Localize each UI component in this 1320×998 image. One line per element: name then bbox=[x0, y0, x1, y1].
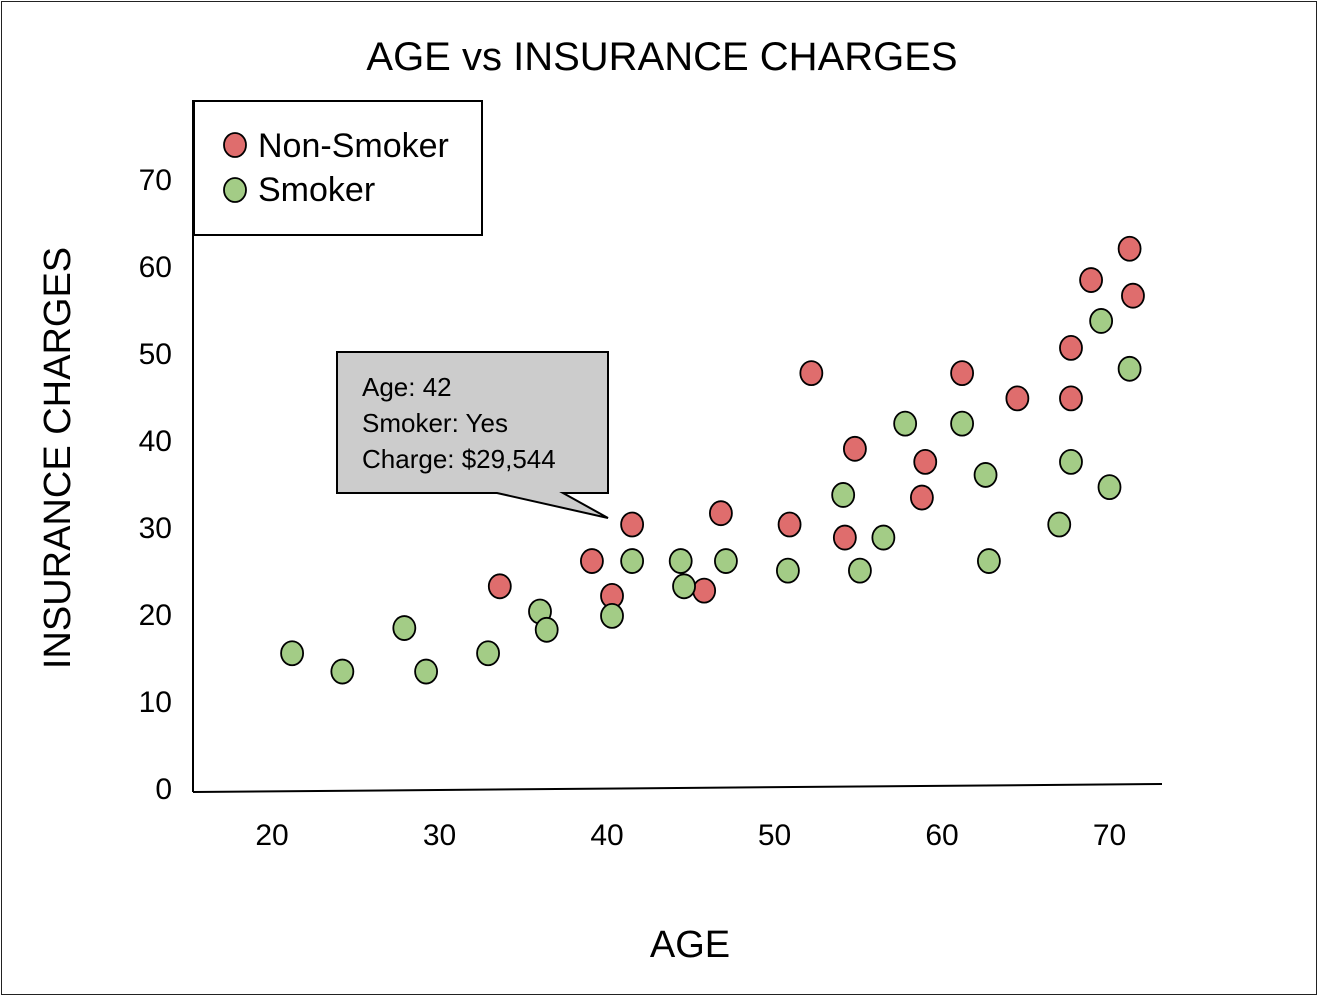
data-point-non-smoker[interactable] bbox=[1059, 385, 1083, 412]
data-point-smoker[interactable] bbox=[977, 548, 1001, 574]
data-point-smoker[interactable] bbox=[1089, 308, 1114, 334]
y-tick-label: 70 bbox=[139, 164, 172, 197]
data-point-smoker[interactable] bbox=[1059, 448, 1083, 475]
data-point-smoker[interactable] bbox=[776, 557, 800, 584]
data-point-non-smoker[interactable] bbox=[1005, 385, 1030, 412]
x-axis-label: AGE bbox=[650, 924, 730, 966]
y-tick-label: 40 bbox=[139, 425, 172, 458]
data-point-non-smoker[interactable] bbox=[1079, 267, 1103, 293]
y-tick-label: 50 bbox=[139, 338, 172, 371]
x-tick-label: 40 bbox=[590, 819, 623, 852]
data-point-smoker[interactable] bbox=[848, 557, 872, 584]
legend-box bbox=[193, 100, 483, 236]
data-point-non-smoker[interactable] bbox=[910, 484, 934, 511]
data-point-smoker[interactable] bbox=[600, 602, 624, 629]
y-tick-label: 0 bbox=[155, 773, 172, 806]
data-point-smoker[interactable] bbox=[871, 524, 896, 551]
data-point-non-smoker[interactable] bbox=[843, 435, 867, 462]
data-point-smoker[interactable] bbox=[973, 462, 998, 488]
data-point-smoker[interactable] bbox=[476, 640, 500, 667]
tooltip-charge: Charge: $29,544 bbox=[362, 444, 556, 474]
data-point-non-smoker[interactable] bbox=[709, 500, 733, 527]
data-point-smoker[interactable] bbox=[534, 616, 559, 643]
data-point-smoker[interactable] bbox=[330, 658, 355, 685]
data-point-smoker[interactable] bbox=[714, 548, 738, 574]
data-point-smoker[interactable] bbox=[893, 410, 918, 437]
y-tick-label: 60 bbox=[139, 251, 172, 284]
data-point-smoker[interactable] bbox=[1097, 474, 1122, 501]
legend-swatch-smoker bbox=[223, 177, 247, 203]
data-point-non-smoker[interactable] bbox=[580, 548, 604, 574]
data-point-smoker[interactable] bbox=[668, 548, 693, 574]
data-point-smoker[interactable] bbox=[280, 640, 305, 667]
tooltip-bubble bbox=[336, 351, 609, 519]
data-point-tooltip: Age: 42 Smoker: Yes Charge: $29,544 bbox=[336, 351, 609, 519]
data-point-non-smoker[interactable] bbox=[832, 524, 857, 551]
y-axis-label: INSURANCE CHARGES bbox=[37, 247, 79, 669]
chart-legend: Non-Smoker Smoker bbox=[193, 100, 483, 236]
data-point-smoker[interactable] bbox=[414, 658, 439, 685]
data-point-non-smoker[interactable] bbox=[1121, 282, 1145, 309]
data-point-smoker[interactable] bbox=[1047, 511, 1072, 538]
data-point-smoker[interactable] bbox=[620, 548, 645, 574]
legend-label-smoker: Smoker bbox=[258, 171, 375, 209]
x-tick-labels: 20 30 40 50 60 70 bbox=[255, 819, 1126, 852]
y-tick-labels: 0 10 20 30 40 50 60 70 bbox=[139, 164, 172, 806]
data-point-non-smoker[interactable] bbox=[1117, 235, 1142, 262]
x-tick-label: 50 bbox=[758, 819, 791, 852]
x-tick-label: 30 bbox=[423, 819, 456, 852]
y-tick-label: 30 bbox=[139, 512, 172, 545]
y-tick-label: 20 bbox=[139, 599, 172, 632]
x-axis-line bbox=[192, 783, 1163, 793]
data-point-smoker[interactable] bbox=[392, 615, 417, 641]
data-point-non-smoker[interactable] bbox=[1059, 335, 1083, 361]
data-point-non-smoker[interactable] bbox=[950, 360, 974, 387]
tooltip-smoker: Smoker: Yes bbox=[362, 408, 508, 438]
data-point-smoker[interactable] bbox=[831, 482, 856, 508]
data-point-smoker[interactable] bbox=[1117, 355, 1142, 382]
data-point-non-smoker[interactable] bbox=[620, 511, 645, 538]
data-points bbox=[280, 235, 1145, 685]
data-point-smoker[interactable] bbox=[672, 573, 696, 600]
x-tick-label: 20 bbox=[255, 819, 288, 852]
x-tick-label: 70 bbox=[1093, 819, 1126, 852]
data-point-non-smoker[interactable] bbox=[487, 573, 512, 600]
chart-title: AGE vs INSURANCE CHARGES bbox=[366, 35, 957, 79]
tooltip-age: Age: 42 bbox=[362, 372, 452, 402]
legend-label-non-smoker: Non-Smoker bbox=[258, 127, 449, 165]
data-point-non-smoker[interactable] bbox=[777, 511, 802, 538]
y-tick-label: 10 bbox=[139, 686, 172, 719]
legend-swatch-non-smoker bbox=[223, 132, 247, 158]
x-tick-label: 60 bbox=[925, 819, 958, 852]
data-point-smoker[interactable] bbox=[950, 410, 974, 437]
data-point-non-smoker[interactable] bbox=[692, 577, 717, 604]
data-point-non-smoker[interactable] bbox=[799, 360, 824, 387]
data-point-non-smoker[interactable] bbox=[913, 448, 938, 475]
